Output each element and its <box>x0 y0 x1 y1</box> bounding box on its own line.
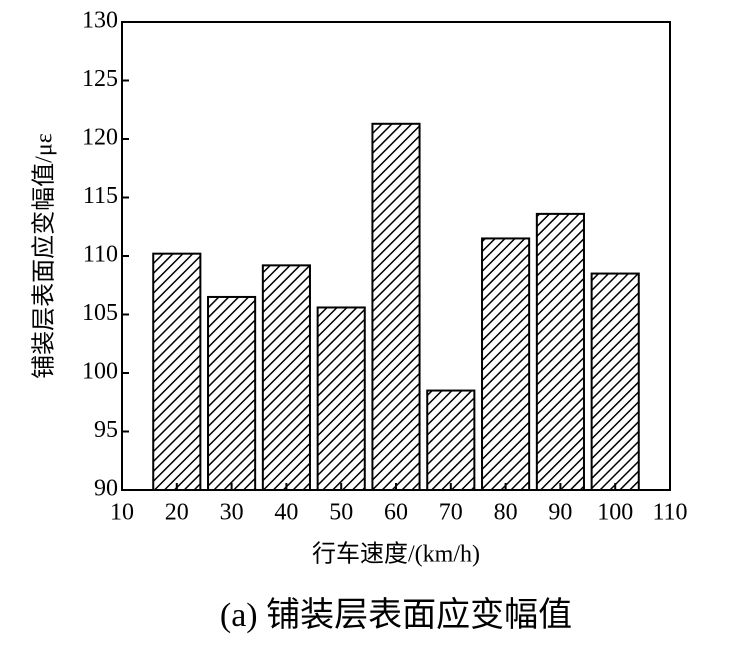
y-axis-label: 铺装层表面应变幅值/με <box>31 133 58 379</box>
x-tick-label: 60 <box>384 500 408 526</box>
x-tick-label: 100 <box>597 500 633 526</box>
bar <box>152 252 202 491</box>
bar <box>371 122 421 491</box>
x-tick-label: 40 <box>274 500 298 526</box>
y-tick-label: 105 <box>82 300 118 326</box>
y-tick-label: 120 <box>82 125 118 151</box>
x-tick-label: 70 <box>439 500 463 526</box>
chart-title: (a) 铺装层表面应变幅值 <box>220 596 572 634</box>
x-tick-label: 20 <box>165 500 189 526</box>
x-tick-label: 80 <box>494 500 518 526</box>
y-tick-label: 110 <box>83 242 118 268</box>
x-tick-label: 30 <box>220 500 244 526</box>
x-tick-label: 110 <box>652 500 687 526</box>
y-tick-label: 115 <box>83 183 118 209</box>
bar <box>207 295 257 492</box>
y-tick-label: 90 <box>94 476 118 502</box>
bar <box>316 306 366 492</box>
x-axis-label: 行车速度/(km/h) <box>312 541 480 568</box>
y-tick-label: 100 <box>82 359 118 385</box>
y-tick-label: 125 <box>82 66 118 92</box>
x-tick-label: 50 <box>329 500 353 526</box>
bar <box>261 264 311 491</box>
y-tick-label: 130 <box>82 8 118 34</box>
bar <box>426 389 476 491</box>
y-tick-label: 95 <box>94 417 118 443</box>
x-tick-label: 10 <box>110 500 134 526</box>
bar <box>590 272 640 491</box>
x-tick-label: 90 <box>548 500 572 526</box>
bar <box>535 212 585 491</box>
bar <box>481 237 531 491</box>
